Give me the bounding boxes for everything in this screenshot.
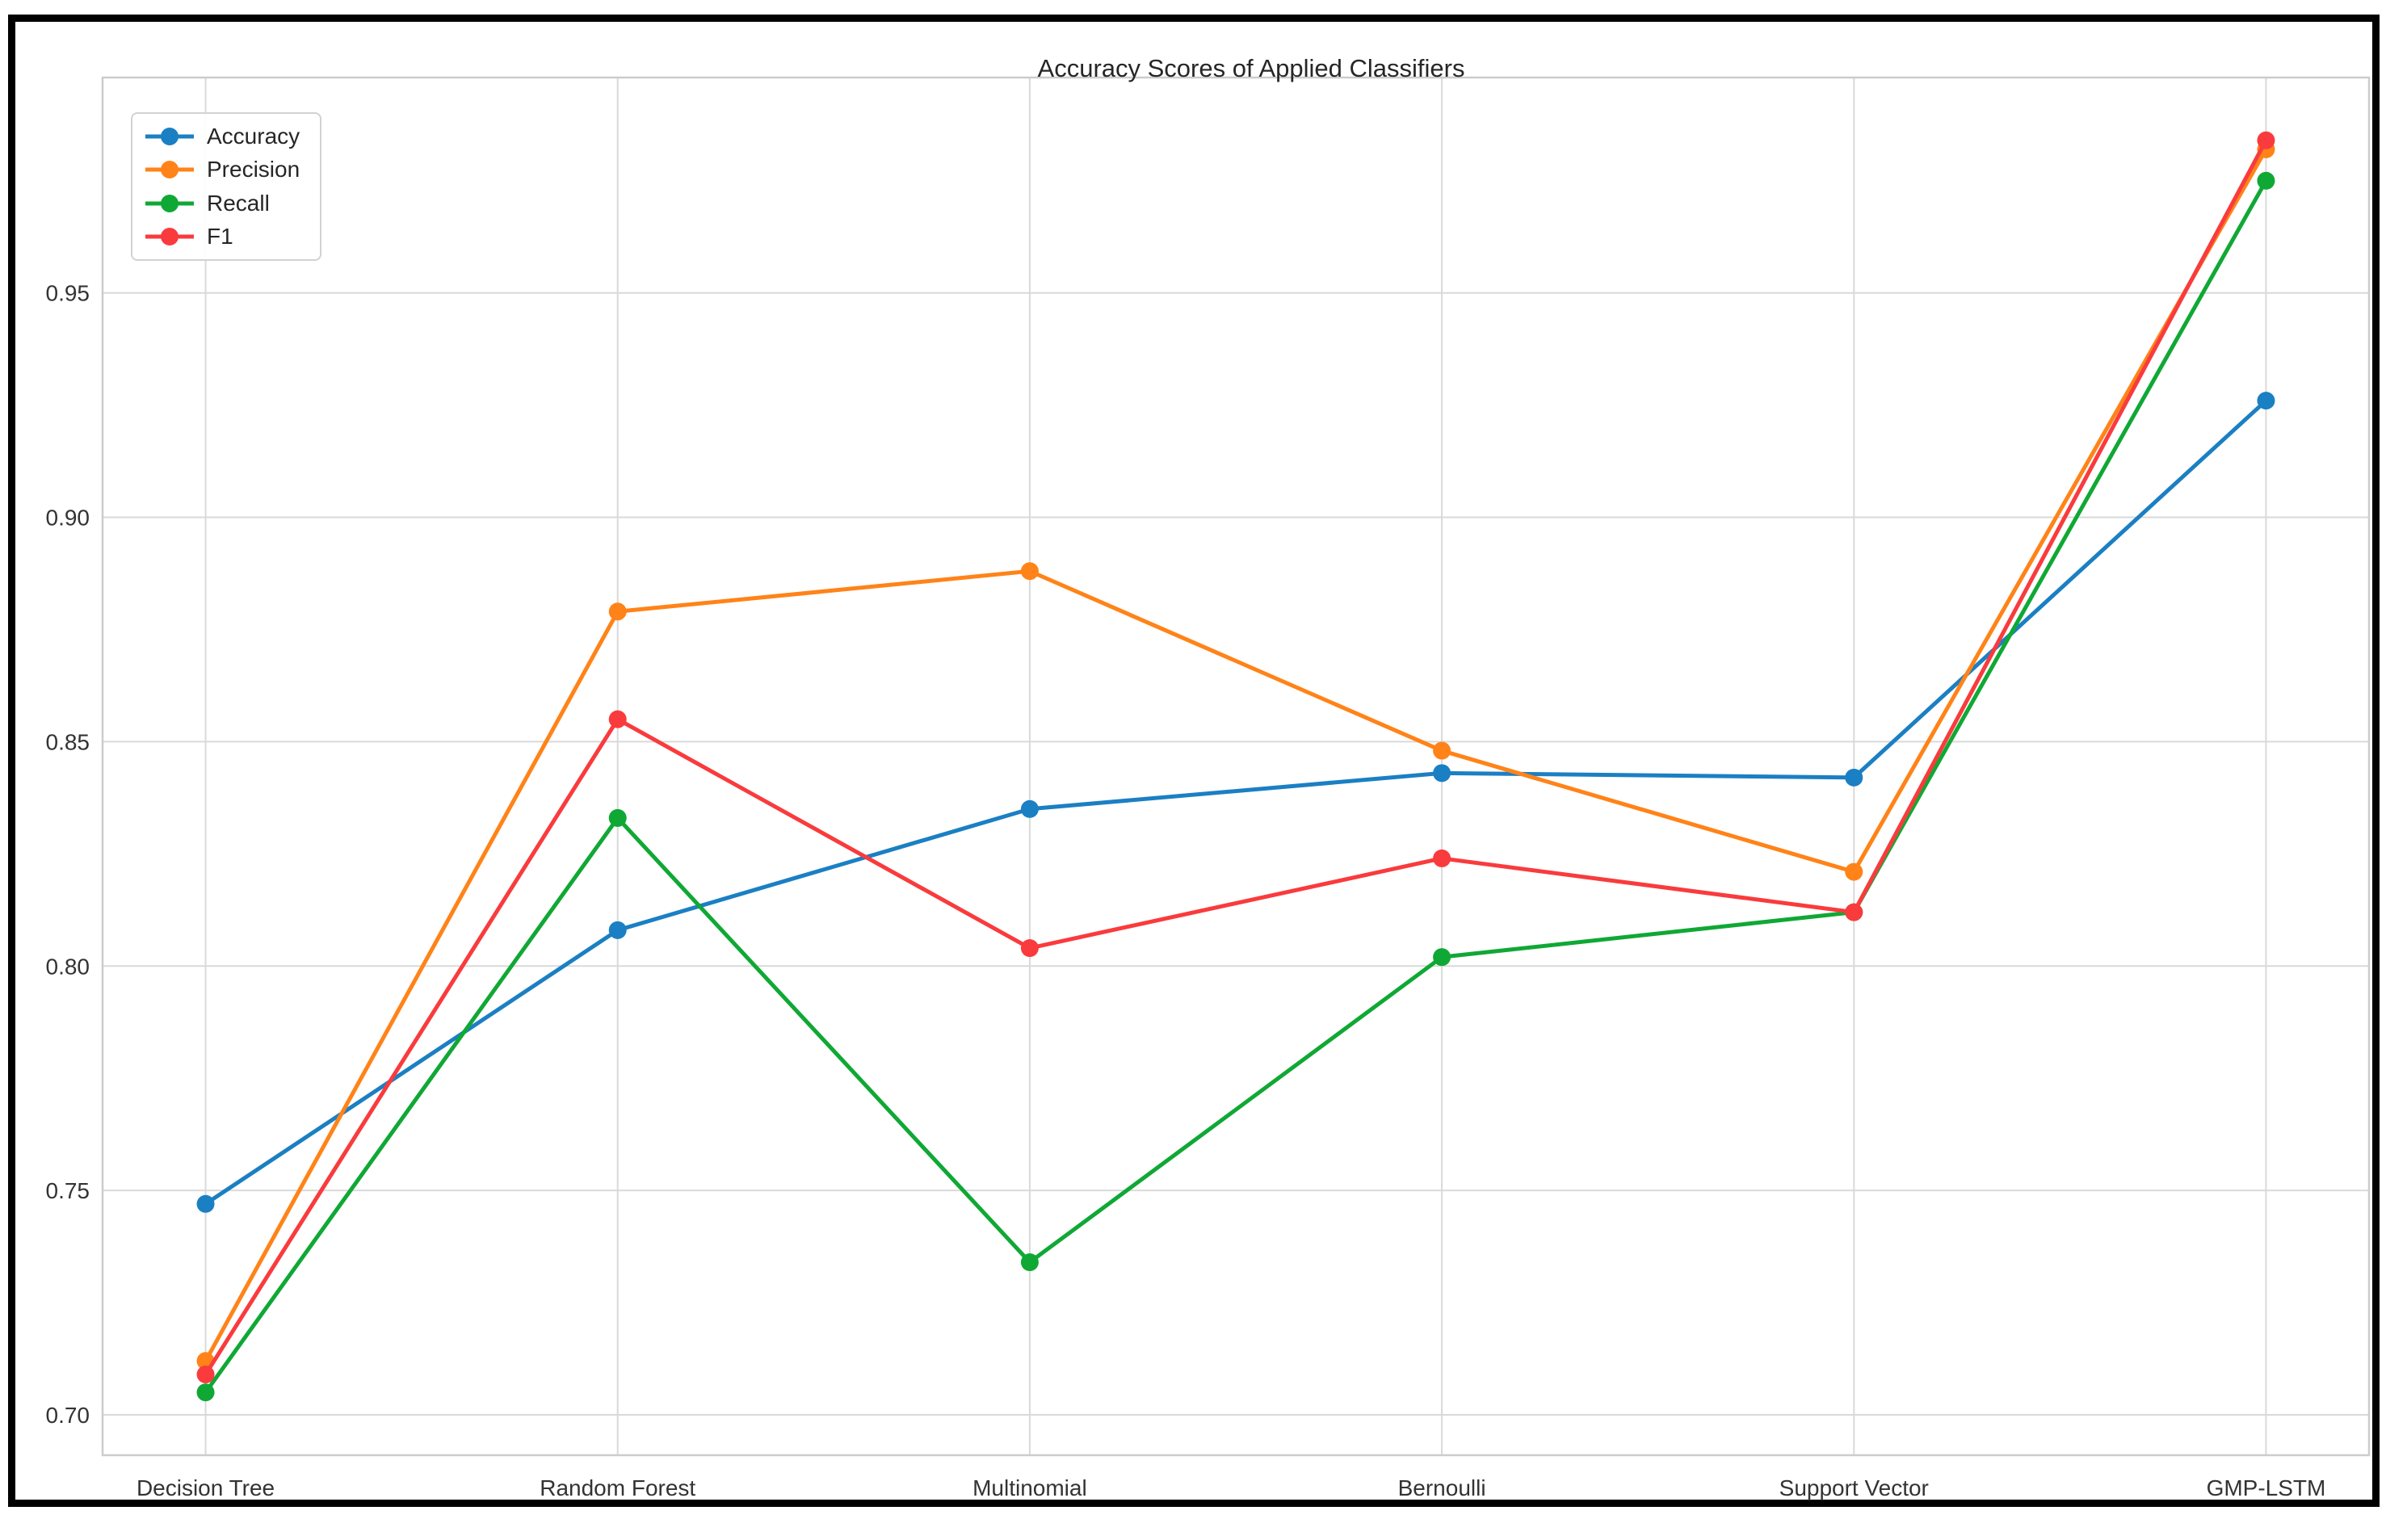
legend-label: F1 — [207, 224, 233, 250]
y-tick-label: 0.85 — [46, 729, 90, 754]
data-point-precision — [1845, 862, 1863, 881]
data-point-recall — [1020, 1253, 1039, 1272]
legend-marker-icon — [145, 194, 194, 212]
data-point-accuracy — [608, 921, 627, 939]
data-point-recall — [1433, 948, 1451, 967]
data-point-f1 — [1020, 939, 1039, 958]
legend-item-accuracy: Accuracy — [144, 120, 312, 153]
data-point-f1 — [1433, 849, 1451, 867]
x-category-label: Decision Tree — [137, 1475, 275, 1500]
x-category-label: Multinomial — [972, 1475, 1087, 1500]
y-tick-label: 0.80 — [46, 954, 90, 979]
x-category-label: Support Vector — [1779, 1475, 1929, 1500]
legend: Accuracy Precision Recall F1 — [131, 112, 321, 261]
legend-label: Accuracy — [207, 123, 300, 149]
y-tick-label: 0.90 — [46, 506, 90, 531]
data-point-f1 — [1845, 903, 1863, 921]
data-point-precision — [608, 602, 627, 621]
x-category-label: GMP-LSTM — [2207, 1475, 2326, 1500]
data-point-recall — [196, 1383, 215, 1402]
legend-item-f1: F1 — [144, 220, 312, 253]
series-line-recall — [204, 178, 2268, 1395]
legend-marker-icon — [145, 161, 194, 179]
series-line-accuracy — [204, 398, 2268, 1206]
data-point-accuracy — [1845, 768, 1863, 787]
data-point-accuracy — [196, 1194, 215, 1213]
data-point-f1 — [608, 710, 627, 728]
data-point-recall — [2257, 171, 2275, 190]
chart-title: Accuracy Scores of Applied Classifiers — [1037, 54, 1465, 82]
data-point-recall — [608, 808, 627, 827]
data-point-accuracy — [1433, 764, 1451, 783]
data-point-precision — [1433, 741, 1451, 760]
data-point-precision — [1020, 562, 1039, 581]
plot-spines — [101, 76, 2371, 1457]
legend-marker-icon — [145, 127, 194, 145]
data-point-f1 — [196, 1365, 215, 1383]
legend-label: Recall — [207, 190, 270, 216]
x-category-label: Bernoulli — [1398, 1475, 1486, 1500]
y-tick-label: 0.70 — [46, 1403, 90, 1428]
legend-item-recall: Recall — [144, 187, 312, 220]
data-point-accuracy — [2257, 392, 2275, 410]
figure-border: Accuracy Scores of Applied Classifiers A… — [8, 15, 2380, 1507]
data-point-f1 — [2257, 131, 2275, 149]
x-category-label: Random Forest — [540, 1475, 695, 1500]
legend-item-precision: Precision — [144, 153, 312, 186]
series-line-f1 — [204, 138, 2268, 1377]
data-point-accuracy — [1020, 799, 1039, 818]
legend-marker-icon — [145, 228, 194, 246]
y-tick-label: 0.75 — [46, 1178, 90, 1203]
series-line-precision — [204, 147, 2268, 1363]
y-tick-label: 0.95 — [46, 281, 90, 306]
legend-label: Precision — [207, 157, 300, 183]
